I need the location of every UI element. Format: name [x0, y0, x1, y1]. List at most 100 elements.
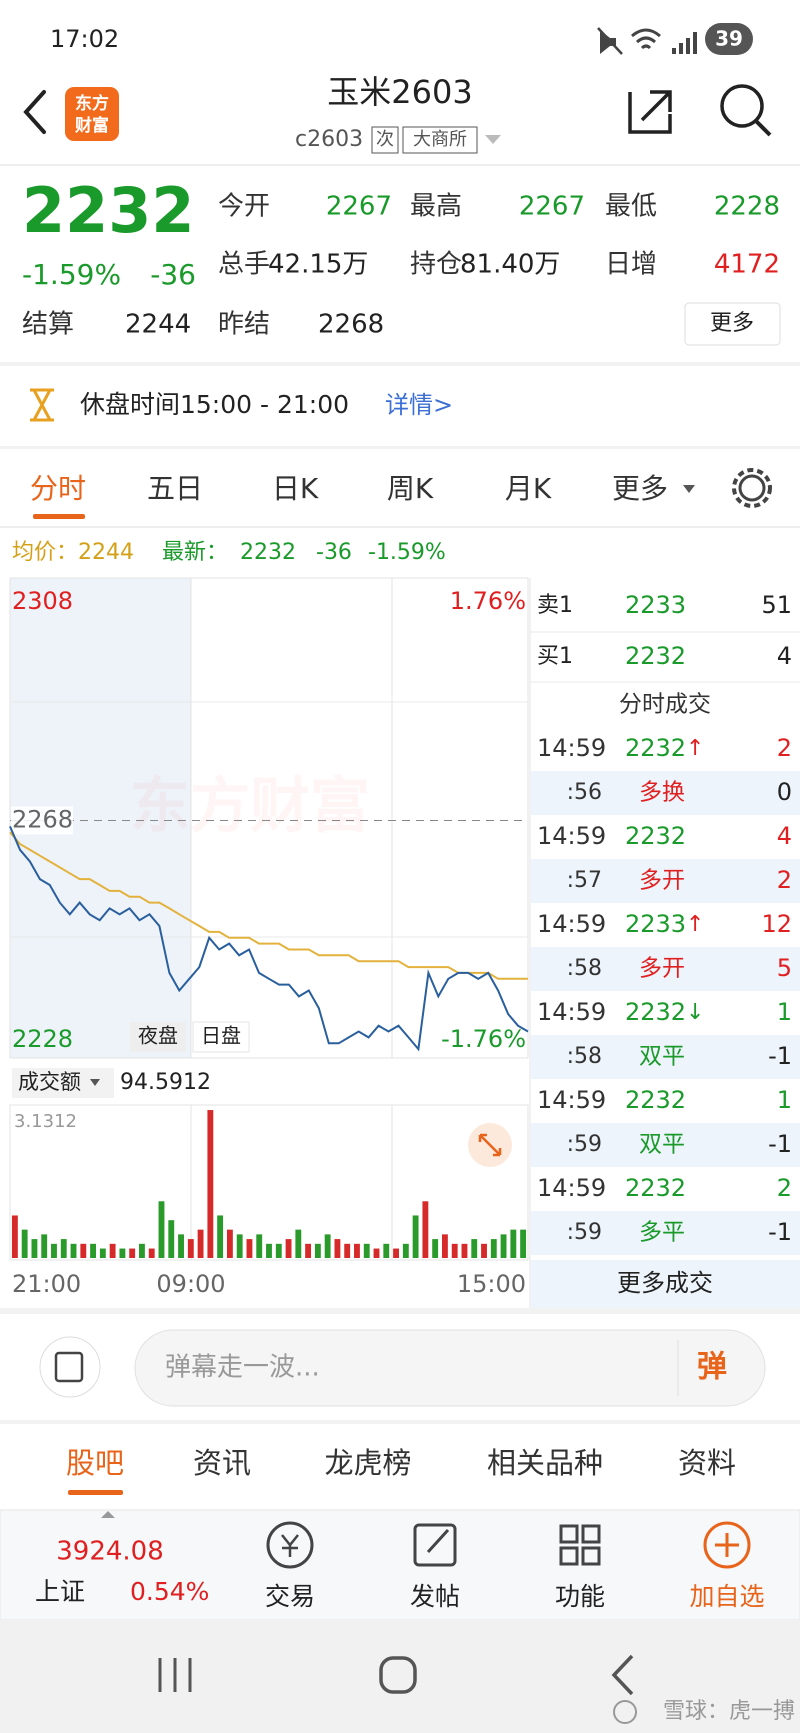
- volume-bar: [295, 1229, 302, 1258]
- bottom-tab[interactable]: 股吧: [66, 1446, 124, 1480]
- notice-text: 休盘时间15:00 - 21:00: [80, 390, 349, 419]
- tag-box: [402, 126, 478, 154]
- trade-kind-qty: 0: [777, 778, 792, 806]
- nav-item[interactable]: 加自选: [689, 1582, 764, 1611]
- expand-arrow: [101, 1511, 115, 1518]
- tab[interactable]: 周K: [387, 472, 434, 505]
- more-trades-button[interactable]: [531, 1260, 800, 1308]
- tab[interactable]: 五日: [147, 472, 203, 505]
- book-label: 买1: [537, 644, 573, 669]
- trade-kind-qty: -1: [768, 1218, 792, 1246]
- watchlist-icon[interactable]: [703, 1521, 751, 1569]
- battery-level: 39: [715, 27, 743, 51]
- trade-arrow: ↑: [686, 912, 704, 937]
- field-value: 2244: [125, 310, 191, 340]
- tab[interactable]: 分时: [30, 472, 86, 505]
- trade-qty: 1: [777, 1086, 792, 1114]
- recent-apps-button[interactable]: [158, 1658, 192, 1692]
- trade-kind: 双平: [639, 1044, 685, 1070]
- x-label: 21:00: [12, 1270, 81, 1298]
- reference-label: 2268: [12, 806, 73, 834]
- trade-time: 14:59: [537, 734, 606, 762]
- trade-kind: 多换: [639, 780, 685, 806]
- field-label: 总手: [218, 250, 270, 280]
- nav-item[interactable]: 交易: [265, 1582, 315, 1611]
- post-icon[interactable]: [413, 1523, 457, 1567]
- tab-underline: [33, 514, 85, 519]
- change: -36: [150, 258, 196, 291]
- danmaku-button[interactable]: 弹: [697, 1350, 727, 1385]
- comment-input[interactable]: [134, 1329, 766, 1407]
- volume-bar: [520, 1229, 527, 1258]
- y-max-label: 2308: [12, 587, 73, 615]
- dropdown-icon[interactable]: [485, 135, 501, 144]
- bottom-tab[interactable]: 资料: [678, 1446, 736, 1480]
- volume-bar: [334, 1239, 341, 1258]
- tab[interactable]: 日K: [272, 472, 319, 505]
- more-button[interactable]: [684, 302, 781, 346]
- volume-bar: [70, 1243, 77, 1258]
- signal-icon: [672, 32, 697, 54]
- comment-icon[interactable]: [39, 1336, 101, 1398]
- change-pct: -1.59%: [22, 258, 121, 291]
- trade-icon[interactable]: [266, 1521, 314, 1569]
- notice-link[interactable]: 详情>: [385, 391, 453, 419]
- volume-bar: [109, 1243, 116, 1258]
- trade-qty: 4: [777, 822, 792, 850]
- share-icon[interactable]: [628, 90, 672, 134]
- back-button[interactable]: [23, 90, 46, 134]
- hourglass-icon: [30, 388, 54, 422]
- volume-bar: [60, 1239, 67, 1258]
- nav-item[interactable]: 功能: [555, 1582, 605, 1611]
- trade-second: :56: [567, 780, 602, 805]
- tab[interactable]: 更多: [612, 472, 668, 505]
- back-nav-button[interactable]: [611, 1654, 634, 1696]
- field-value: 81.40万: [460, 250, 560, 280]
- last-value: 2232: [240, 540, 296, 565]
- x-label: 09:00: [156, 1270, 225, 1298]
- more-button-label[interactable]: 更多: [710, 311, 754, 336]
- field-label: 持仓: [410, 250, 462, 280]
- function-icon[interactable]: [559, 1524, 601, 1566]
- bottom-tab[interactable]: 资讯: [193, 1446, 251, 1480]
- volume-bar: [500, 1234, 507, 1258]
- trade-kind-qty: 2: [777, 866, 792, 894]
- divider: [0, 362, 800, 366]
- volume-bar: [187, 1239, 194, 1258]
- trade-qty: 12: [761, 910, 792, 938]
- battery: [705, 23, 753, 55]
- trade-price: 2232: [625, 822, 686, 850]
- volume-label[interactable]: 成交额: [18, 1070, 81, 1094]
- trade-second: :58: [567, 1044, 602, 1069]
- more-trades-label[interactable]: 更多成交: [617, 1269, 713, 1297]
- nav-item[interactable]: 发帖: [410, 1582, 460, 1611]
- bottom-tab[interactable]: 龙虎榜: [324, 1446, 411, 1480]
- nav-bar: [0, 1509, 800, 1621]
- trade-arrow: ↑: [686, 736, 704, 761]
- divider: [0, 526, 800, 528]
- book-price: 2233: [625, 591, 686, 619]
- volume-bar: [11, 1215, 18, 1258]
- tag: 次: [376, 129, 394, 150]
- settings-icon[interactable]: [738, 474, 766, 502]
- tab[interactable]: 月K: [505, 472, 552, 505]
- trade-kind-qty: -1: [768, 1130, 792, 1158]
- home-button[interactable]: [379, 1656, 417, 1694]
- logo: [65, 87, 119, 141]
- trade-time: 14:59: [537, 1174, 606, 1202]
- mute-icon: [597, 27, 623, 55]
- bottom-tab[interactable]: 相关品种: [487, 1446, 603, 1480]
- volume-bar: [178, 1234, 184, 1258]
- settings-icon: [732, 468, 772, 508]
- chart-watermark: 东方财富: [130, 772, 370, 842]
- divider: [0, 1420, 800, 1424]
- trade-row-bg: [531, 859, 800, 903]
- contract-code: c2603: [295, 127, 363, 152]
- volume-bar: [51, 1243, 57, 1258]
- volume-bar: [21, 1229, 28, 1258]
- search-icon[interactable]: [720, 84, 764, 128]
- avg-value: 2244: [78, 540, 134, 565]
- trade-row-bg: [531, 1211, 800, 1255]
- clock: 17:02: [50, 25, 119, 53]
